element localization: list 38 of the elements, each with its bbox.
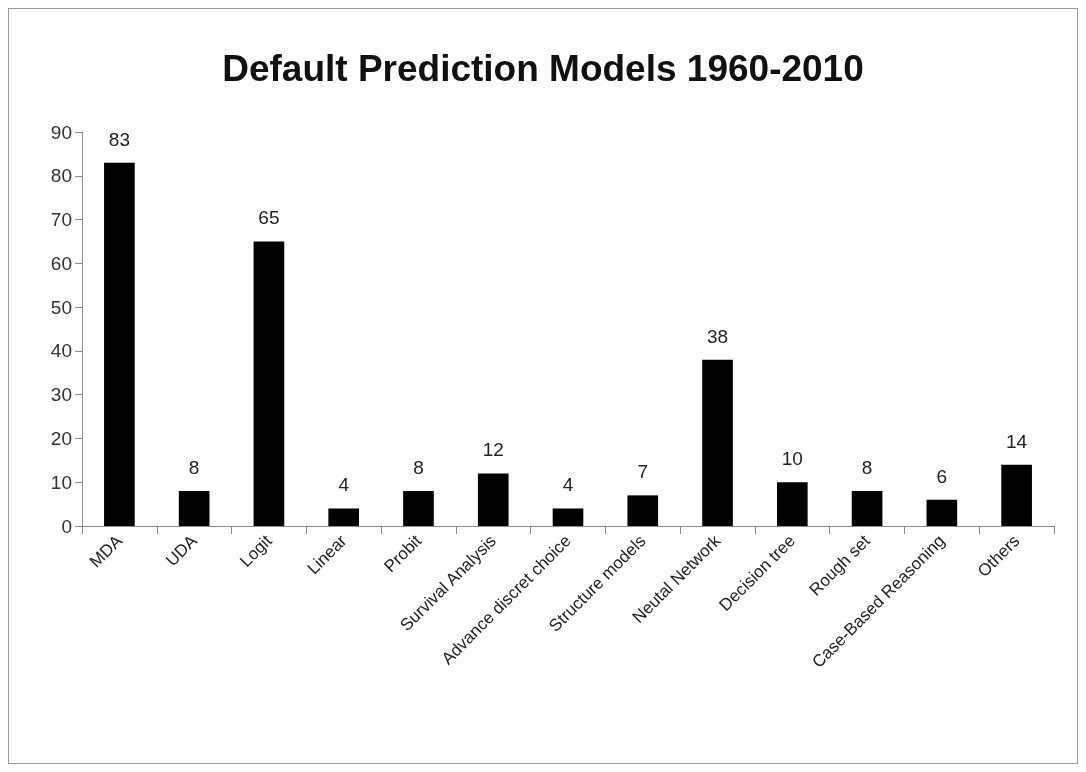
bar xyxy=(403,490,434,526)
y-tick-label: 40 xyxy=(50,340,72,362)
data-label: 38 xyxy=(706,325,729,347)
y-tick-label: 10 xyxy=(50,471,72,493)
bar xyxy=(1001,464,1032,526)
bar xyxy=(477,473,509,526)
data-label: 6 xyxy=(936,465,948,487)
y-tick-label: 60 xyxy=(50,252,72,274)
data-label: 83 xyxy=(108,128,130,150)
bar xyxy=(253,241,285,526)
data-label: 8 xyxy=(413,456,424,478)
y-tick-label: 0 xyxy=(61,515,72,537)
bar xyxy=(702,359,733,526)
chart-title: Default Prediction Models 1960-2010 xyxy=(222,48,864,89)
bar xyxy=(926,499,958,526)
y-tick-label: 80 xyxy=(50,165,72,187)
bar xyxy=(104,162,135,526)
x-tick-label: UDA xyxy=(162,530,202,571)
data-label: 7 xyxy=(637,461,649,483)
bar xyxy=(178,490,210,526)
data-label: 65 xyxy=(258,207,280,229)
data-label: 14 xyxy=(1006,430,1028,452)
data-label: 4 xyxy=(338,474,350,496)
y-tick-label: 70 xyxy=(50,209,72,231)
y-tick-label: 90 xyxy=(50,121,72,143)
y-tick-label: 20 xyxy=(50,427,72,449)
data-label: 12 xyxy=(482,439,504,461)
bar xyxy=(328,508,360,526)
data-label: 10 xyxy=(781,448,803,470)
data-label: 4 xyxy=(562,474,574,496)
bar xyxy=(552,508,584,526)
bar xyxy=(776,482,808,526)
bar xyxy=(627,495,659,526)
y-tick-label: 50 xyxy=(50,296,72,318)
bar xyxy=(851,490,883,526)
data-label: 8 xyxy=(861,456,873,478)
data-label: 8 xyxy=(188,456,200,478)
y-tick-label: 30 xyxy=(50,384,72,406)
